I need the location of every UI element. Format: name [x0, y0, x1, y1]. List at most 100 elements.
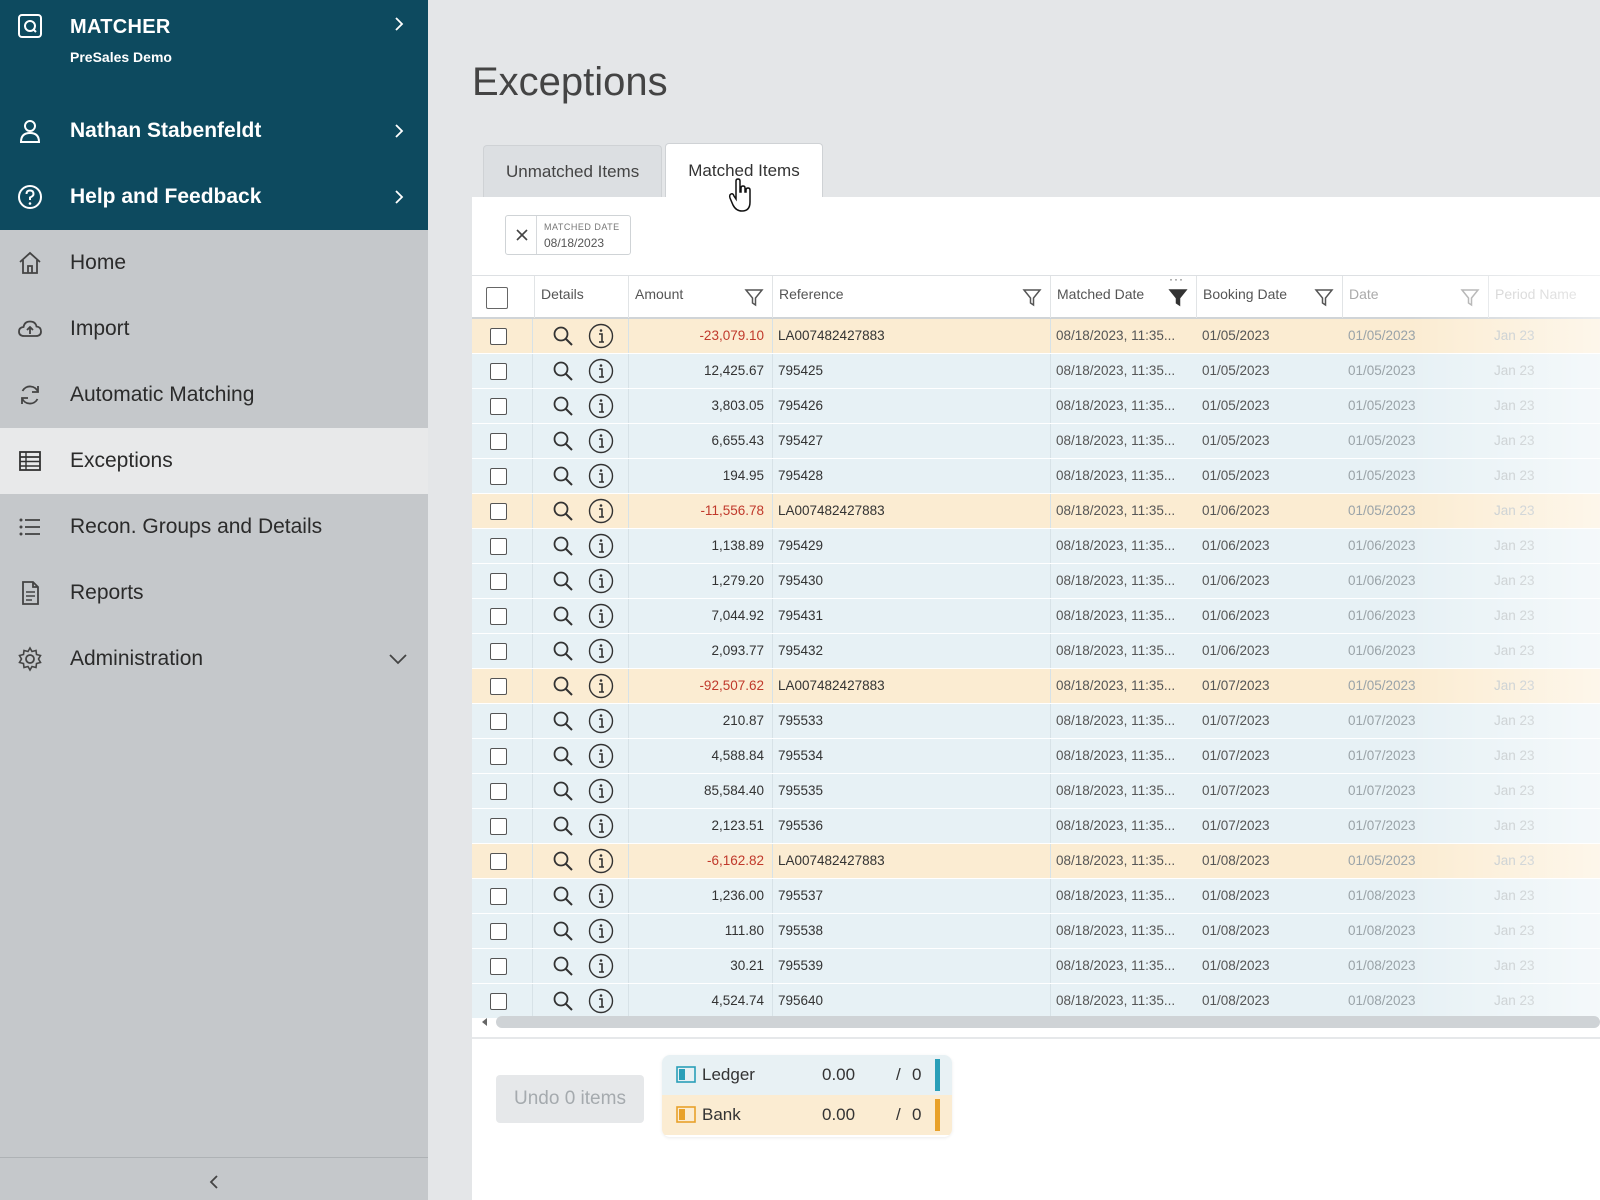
- info-icon[interactable]: [588, 673, 614, 699]
- collapse-sidebar-icon[interactable]: [200, 1168, 228, 1196]
- table-row[interactable]: 4,588.84 795534 08/18/2023, 11:35... 01/07/…: [472, 739, 1600, 774]
- sidebar-item-import[interactable]: Import: [0, 296, 428, 362]
- header-period-name[interactable]: Period Name: [1488, 276, 1600, 318]
- scroll-left-icon[interactable]: [480, 1017, 490, 1027]
- row-checkbox[interactable]: [490, 993, 507, 1010]
- search-icon[interactable]: [552, 745, 574, 767]
- filter-icon[interactable]: [1460, 287, 1480, 307]
- info-icon[interactable]: [588, 918, 614, 944]
- table-row[interactable]: -11,556.78 LA007482427883 08/18/2023, 11:3…: [472, 494, 1600, 529]
- info-icon[interactable]: [588, 743, 614, 769]
- row-checkbox[interactable]: [490, 538, 507, 555]
- help-and-feedback[interactable]: Help and Feedback: [0, 164, 428, 230]
- row-checkbox[interactable]: [490, 468, 507, 485]
- row-checkbox[interactable]: [490, 713, 507, 730]
- table-row[interactable]: 1,279.20 795430 08/18/2023, 11:35... 01/06/…: [472, 564, 1600, 599]
- search-icon[interactable]: [552, 815, 574, 837]
- horizontal-scrollbar[interactable]: [480, 1015, 1600, 1029]
- info-icon[interactable]: [588, 883, 614, 909]
- info-icon[interactable]: [588, 533, 614, 559]
- info-icon[interactable]: [588, 638, 614, 664]
- table-row[interactable]: 12,425.67 795425 08/18/2023, 11:35... 01/05…: [472, 354, 1600, 389]
- row-checkbox[interactable]: [490, 643, 507, 660]
- scrollbar-thumb[interactable]: [496, 1016, 1600, 1028]
- filter-icon[interactable]: [1022, 287, 1042, 307]
- table-row[interactable]: 194.95 795428 08/18/2023, 11:35... 01/05/20…: [472, 459, 1600, 494]
- table-row[interactable]: 85,584.40 795535 08/18/2023, 11:35... 01/07…: [472, 774, 1600, 809]
- info-icon[interactable]: [588, 953, 614, 979]
- row-checkbox[interactable]: [490, 573, 507, 590]
- header-booking-date[interactable]: Booking Date: [1196, 276, 1342, 318]
- sidebar-item-exceptions[interactable]: Exceptions: [0, 428, 428, 494]
- header-amount[interactable]: Amount: [628, 276, 772, 318]
- select-all-checkbox[interactable]: [486, 287, 508, 309]
- table-row[interactable]: 30.21 795539 08/18/2023, 11:35... 01/08/202…: [472, 949, 1600, 984]
- table-row[interactable]: 1,138.89 795429 08/18/2023, 11:35... 01/06/…: [472, 529, 1600, 564]
- sidebar-item-home[interactable]: Home: [0, 230, 428, 296]
- filter-active-icon[interactable]: [1168, 287, 1188, 307]
- search-icon[interactable]: [552, 465, 574, 487]
- row-checkbox[interactable]: [490, 783, 507, 800]
- search-icon[interactable]: [552, 920, 574, 942]
- search-icon[interactable]: [552, 990, 574, 1012]
- info-icon[interactable]: [588, 568, 614, 594]
- search-icon[interactable]: [552, 850, 574, 872]
- header-date[interactable]: Date: [1342, 276, 1488, 318]
- sidebar-item-recon-groups[interactable]: Recon. Groups and Details: [0, 494, 428, 560]
- table-row[interactable]: 4,524.74 795640 08/18/2023, 11:35... 01/08/…: [472, 984, 1600, 1019]
- filter-icon[interactable]: [744, 287, 764, 307]
- row-checkbox[interactable]: [490, 958, 507, 975]
- row-checkbox[interactable]: [490, 818, 507, 835]
- search-icon[interactable]: [552, 640, 574, 662]
- info-icon[interactable]: [588, 393, 614, 419]
- info-icon[interactable]: [588, 498, 614, 524]
- row-checkbox[interactable]: [490, 923, 507, 940]
- info-icon[interactable]: [588, 848, 614, 874]
- row-checkbox[interactable]: [490, 853, 507, 870]
- undo-button[interactable]: Undo 0 items: [496, 1075, 644, 1123]
- app-switcher[interactable]: MATCHER PreSales Demo: [0, 0, 428, 98]
- table-row[interactable]: 7,044.92 795431 08/18/2023, 11:35... 01/06/…: [472, 599, 1600, 634]
- info-icon[interactable]: [588, 323, 614, 349]
- search-icon[interactable]: [552, 360, 574, 382]
- search-icon[interactable]: [552, 780, 574, 802]
- row-checkbox[interactable]: [490, 678, 507, 695]
- row-checkbox[interactable]: [490, 398, 507, 415]
- table-row[interactable]: -23,079.10 LA007482427883 08/18/2023, 11:3…: [472, 319, 1600, 354]
- row-checkbox[interactable]: [490, 328, 507, 345]
- table-row[interactable]: 6,655.43 795427 08/18/2023, 11:35... 01/05/…: [472, 424, 1600, 459]
- info-icon[interactable]: [588, 988, 614, 1014]
- search-icon[interactable]: [552, 325, 574, 347]
- table-row[interactable]: -92,507.62 LA007482427883 08/18/2023, 11:3…: [472, 669, 1600, 704]
- row-checkbox[interactable]: [490, 363, 507, 380]
- search-icon[interactable]: [552, 885, 574, 907]
- table-row[interactable]: 2,093.77 795432 08/18/2023, 11:35... 01/06/…: [472, 634, 1600, 669]
- search-icon[interactable]: [552, 955, 574, 977]
- info-icon[interactable]: [588, 813, 614, 839]
- info-icon[interactable]: [588, 428, 614, 454]
- info-icon[interactable]: [588, 463, 614, 489]
- table-row[interactable]: 1,236.00 795537 08/18/2023, 11:35... 01/08/…: [472, 879, 1600, 914]
- row-checkbox[interactable]: [490, 888, 507, 905]
- sidebar-item-automatic-matching[interactable]: Automatic Matching: [0, 362, 428, 428]
- info-icon[interactable]: [588, 778, 614, 804]
- row-checkbox[interactable]: [490, 748, 507, 765]
- search-icon[interactable]: [552, 430, 574, 452]
- header-matched-date[interactable]: ··· Matched Date: [1050, 272, 1196, 318]
- table-row[interactable]: 2,123.51 795536 08/18/2023, 11:35... 01/07/…: [472, 809, 1600, 844]
- header-reference[interactable]: Reference: [772, 276, 1050, 318]
- row-checkbox[interactable]: [490, 608, 507, 625]
- search-icon[interactable]: [552, 535, 574, 557]
- table-row[interactable]: 210.87 795533 08/18/2023, 11:35... 01/07/20…: [472, 704, 1600, 739]
- close-icon[interactable]: [514, 227, 530, 243]
- info-icon[interactable]: [588, 358, 614, 384]
- sidebar-item-administration[interactable]: Administration: [0, 626, 428, 692]
- tab-unmatched-items[interactable]: Unmatched Items: [483, 145, 663, 197]
- column-menu-dots[interactable]: ···: [1169, 272, 1184, 286]
- header-details[interactable]: Details: [534, 276, 628, 318]
- search-icon[interactable]: [552, 395, 574, 417]
- filter-icon[interactable]: [1314, 287, 1334, 307]
- sidebar-item-reports[interactable]: Reports: [0, 560, 428, 626]
- search-icon[interactable]: [552, 570, 574, 592]
- row-checkbox[interactable]: [490, 433, 507, 450]
